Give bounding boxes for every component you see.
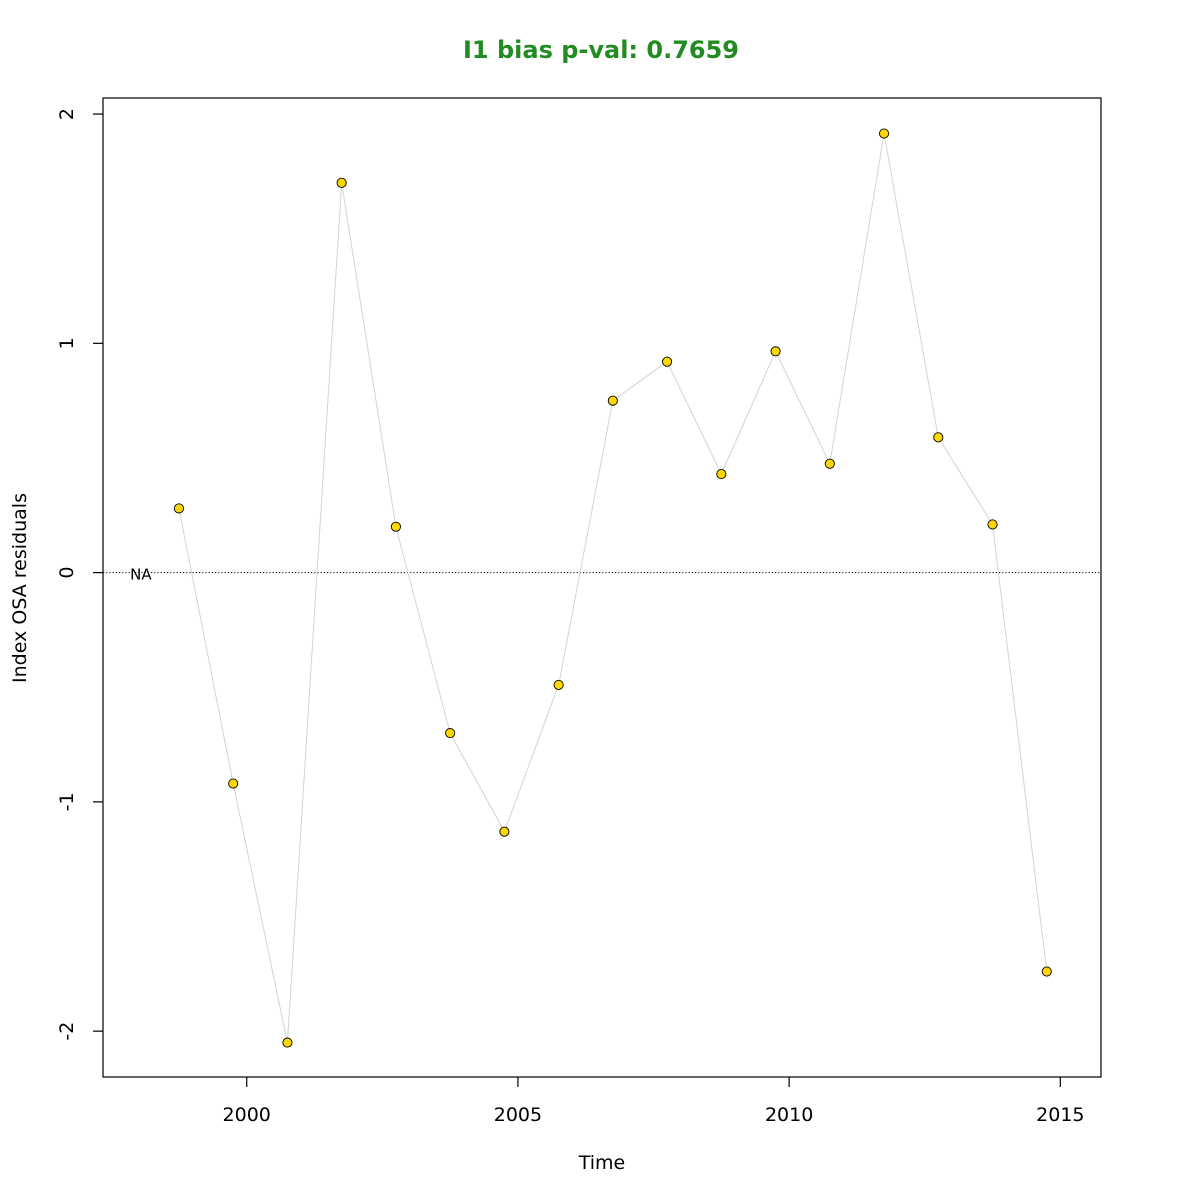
data-point <box>716 468 727 480</box>
x-tick-label: 2005 <box>494 1104 542 1126</box>
x-tick-label: 2010 <box>765 1104 813 1126</box>
data-point <box>824 458 835 469</box>
data-point <box>662 356 673 367</box>
data-point <box>336 177 347 188</box>
x-tick-label: 2000 <box>223 1104 271 1126</box>
data-point <box>878 128 890 139</box>
data-point <box>1041 966 1052 977</box>
plot-frame <box>102 97 1102 1078</box>
data-point <box>445 728 456 739</box>
plot-area: 2000 2005 2010 2015 -2 -1 0 1 2 NA <box>56 97 1102 1126</box>
y-tick-label: 0 <box>56 567 78 579</box>
y-tick-label: 1 <box>56 337 78 349</box>
y-tick-label: 2 <box>56 108 78 120</box>
data-point <box>770 346 781 357</box>
data-point <box>173 503 184 514</box>
y-tick-label: -2 <box>56 1022 78 1041</box>
na-annotation: NA <box>130 566 152 584</box>
data-point <box>228 778 239 789</box>
x-axis-label: Time <box>578 1152 626 1174</box>
series-line <box>178 133 1048 1043</box>
data-point <box>282 1037 293 1048</box>
data-point <box>607 395 618 406</box>
data-point <box>987 519 998 530</box>
y-tick-label: -1 <box>56 792 78 811</box>
data-point <box>553 679 564 690</box>
data-point <box>499 826 510 837</box>
chart-title: I1 bias p-val: 0.7659 <box>463 36 739 64</box>
y-axis-label: Index OSA residuals <box>9 493 31 683</box>
x-tick-label: 2015 <box>1036 1104 1084 1126</box>
data-point <box>390 521 401 532</box>
data-point <box>933 432 944 443</box>
